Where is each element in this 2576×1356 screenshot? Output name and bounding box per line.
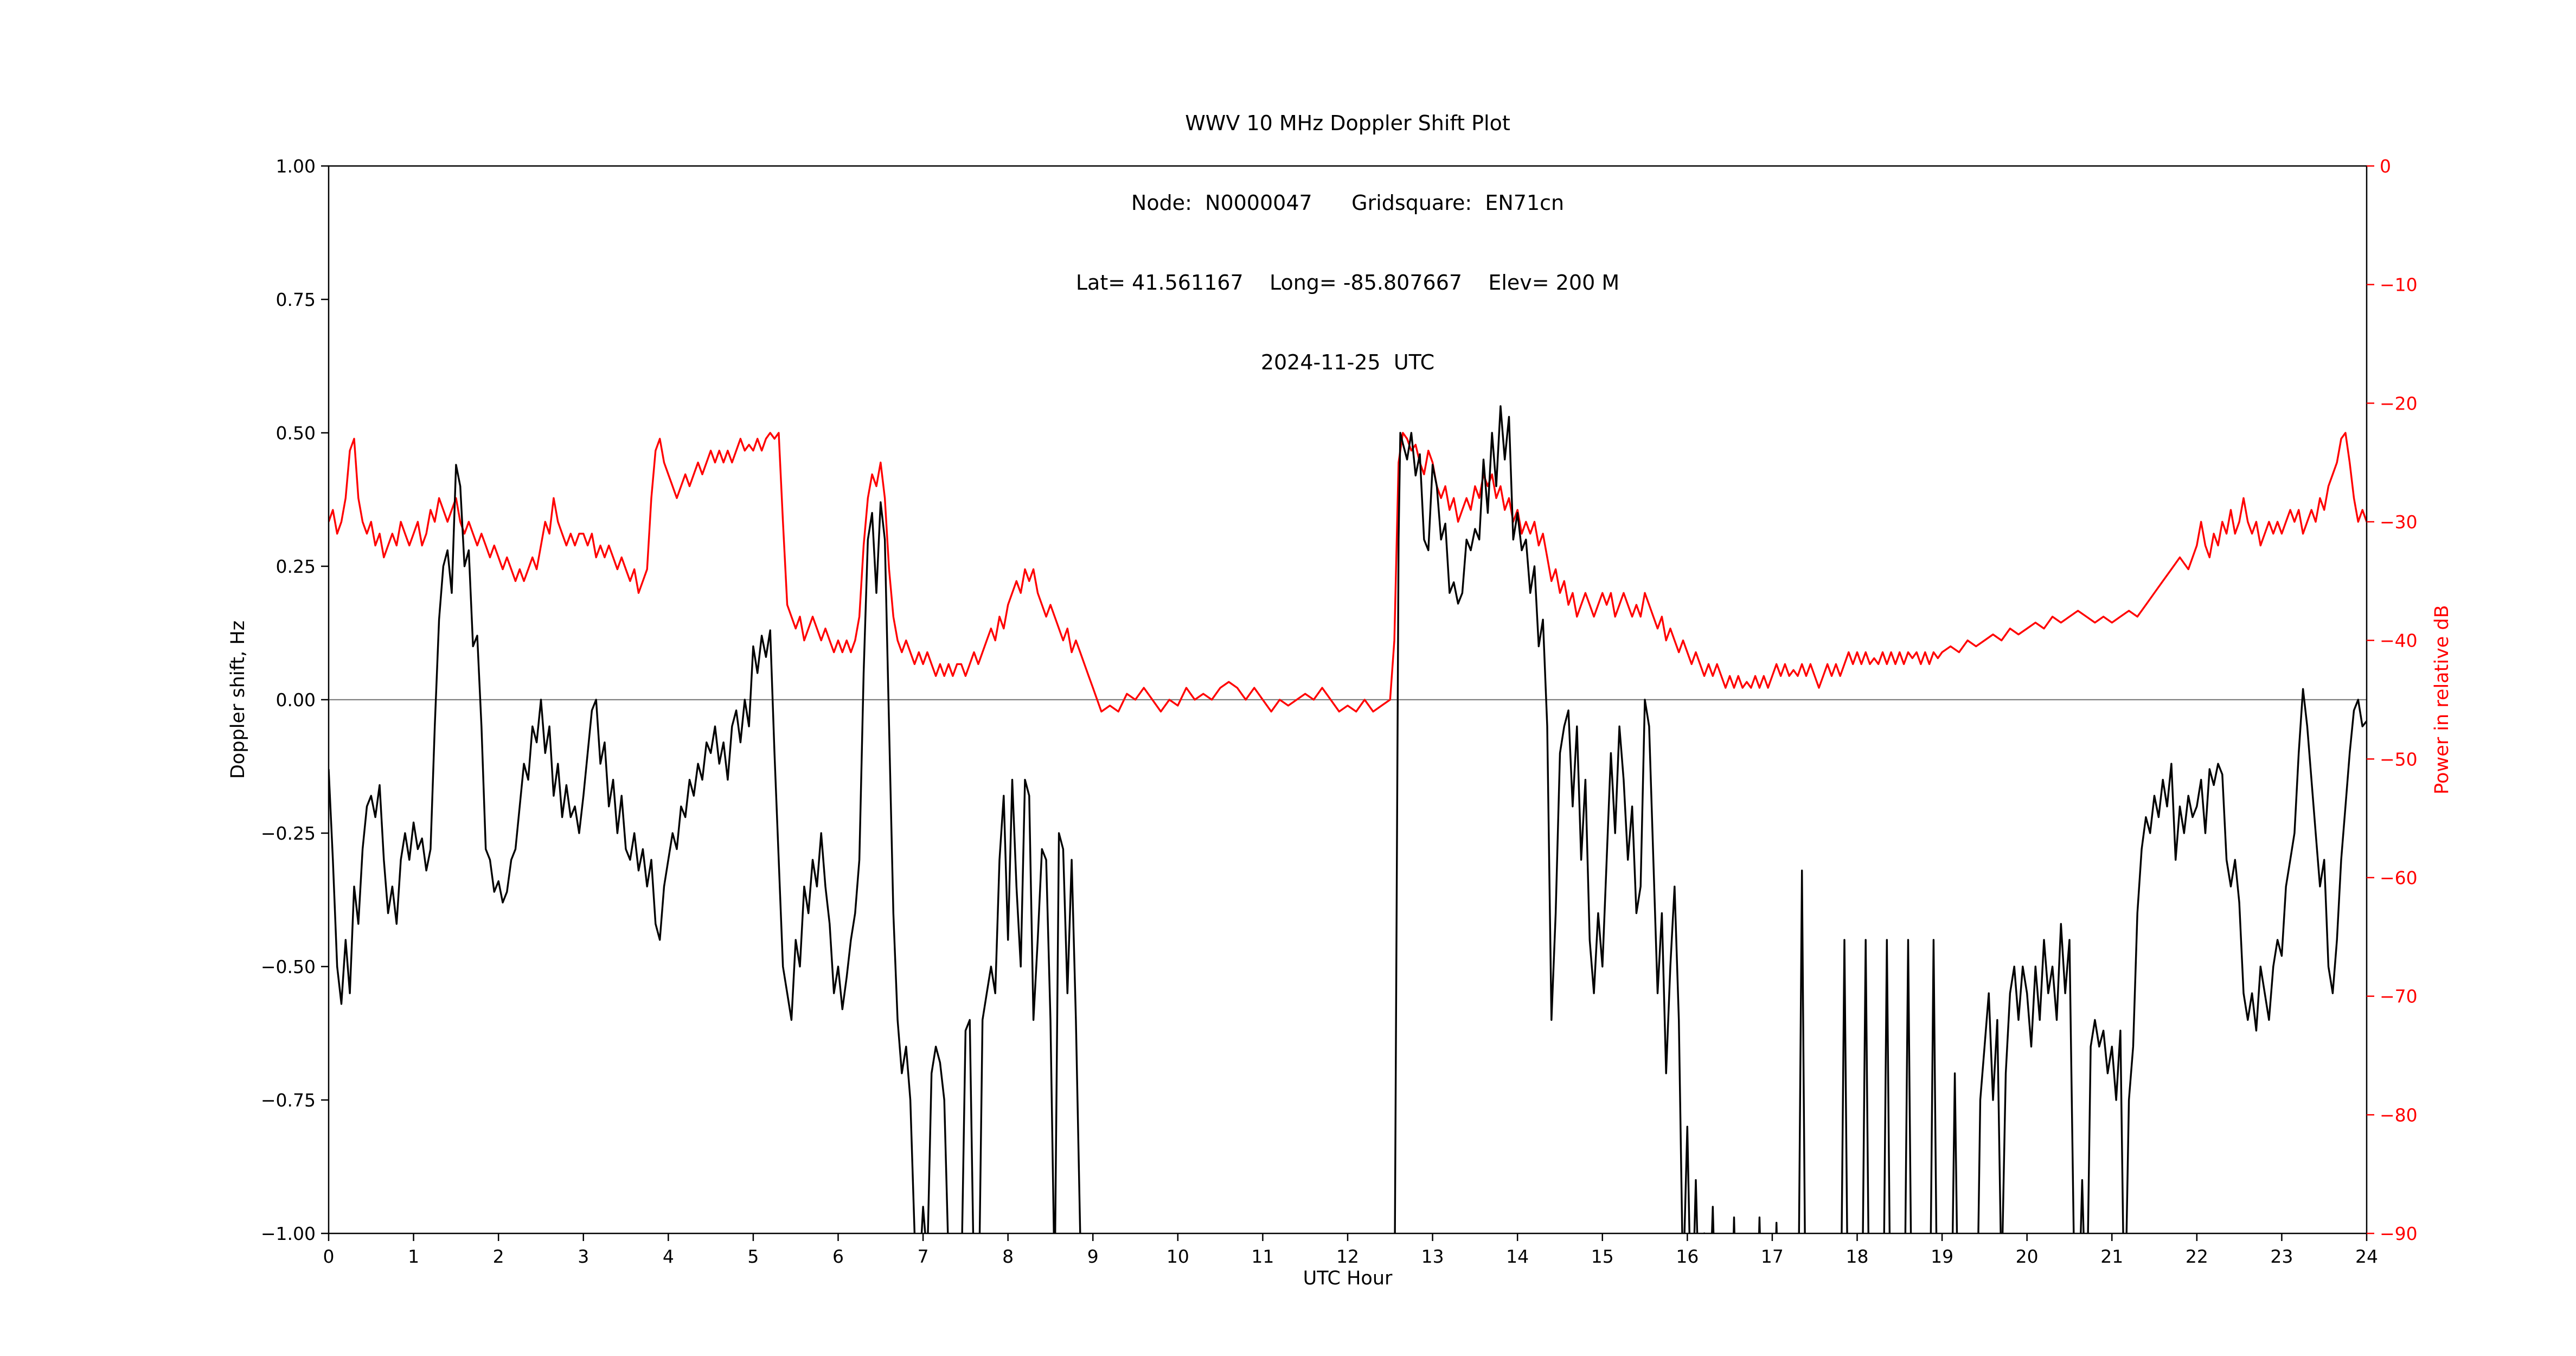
x-axis-tick-label: 20: [2016, 1246, 2039, 1267]
left-y-axis-tick-label: −1.00: [261, 1223, 316, 1244]
x-axis-tick-label: 9: [1087, 1246, 1099, 1267]
x-axis-tick-label: 21: [2100, 1246, 2123, 1267]
x-axis-tick-label: 6: [832, 1246, 844, 1267]
chart-title: WWV 10 MHz Doppler Shift Plot: [1185, 111, 1510, 135]
x-axis-tick-label: 3: [578, 1246, 589, 1267]
chart-subtitle-location: Lat= 41.561167 Long= -85.807667 Elev= 20…: [1075, 271, 1620, 295]
right-y-axis-tick-label: −20: [2380, 393, 2418, 414]
left-y-axis-tick-label: 0.00: [276, 689, 316, 711]
x-axis-tick-label: 7: [918, 1246, 929, 1267]
right-y-axis-tick-label: −60: [2380, 867, 2418, 888]
x-axis-tick-label: 24: [2355, 1246, 2378, 1267]
x-axis-tick-label: 19: [1931, 1246, 1953, 1267]
x-axis-label: UTC Hour: [1303, 1268, 1393, 1289]
x-axis-tick-label: 12: [1336, 1246, 1359, 1267]
right-y-axis-tick-label: −90: [2380, 1223, 2418, 1244]
left-y-axis-tick-label: 1.00: [276, 156, 316, 177]
left-y-axis-tick-label: 0.50: [276, 423, 316, 444]
right-y-axis-tick-label: −30: [2380, 511, 2418, 533]
x-axis-tick-label: 16: [1676, 1246, 1699, 1267]
x-axis-tick-label: 4: [663, 1246, 674, 1267]
left-y-axis-tick-label: 0.75: [276, 289, 316, 310]
x-axis-tick-label: 13: [1421, 1246, 1444, 1267]
chart-subtitle-node: Node: N0000047 Gridsquare: EN71cn: [1131, 191, 1565, 215]
x-axis-tick-label: 14: [1506, 1246, 1529, 1267]
chart-title-block: WWV 10 MHz Doppler Shift Plot Node: N000…: [329, 57, 2367, 429]
x-axis-tick-label: 0: [323, 1246, 335, 1267]
x-axis-tick-label: 1: [408, 1246, 419, 1267]
x-axis-tick-label: 17: [1761, 1246, 1784, 1267]
x-axis-tick-label: 22: [2186, 1246, 2208, 1267]
right-y-axis-tick-label: −70: [2380, 986, 2418, 1007]
x-axis-tick-label: 10: [1167, 1246, 1189, 1267]
x-axis-tick-label: 18: [1846, 1246, 1869, 1267]
left-y-axis-tick-label: −0.75: [261, 1090, 316, 1111]
chart-subtitle-date: 2024-11-25 UTC: [1260, 350, 1435, 374]
x-axis-tick-label: 23: [2270, 1246, 2293, 1267]
left-y-axis-tick-label: −0.50: [261, 956, 316, 977]
x-axis-tick-label: 5: [747, 1246, 759, 1267]
right-y-axis-tick-label: −40: [2380, 630, 2418, 651]
x-axis-tick-label: 2: [493, 1246, 504, 1267]
x-axis-tick-label: 11: [1251, 1246, 1274, 1267]
left-y-axis-tick-label: 0.25: [276, 556, 316, 577]
x-axis-tick-label: 15: [1591, 1246, 1614, 1267]
doppler-shift-series-line: [329, 405, 2367, 1233]
right-y-axis-tick-label: −80: [2380, 1104, 2418, 1125]
left-y-axis-tick-label: −0.25: [261, 823, 316, 844]
right-y-axis-tick-label: 0: [2380, 156, 2391, 177]
power-series-line: [329, 432, 2367, 713]
right-y-axis-tick-label: −50: [2380, 749, 2418, 770]
x-axis-tick-label: 8: [1002, 1246, 1014, 1267]
right-y-axis-tick-label: −10: [2380, 274, 2418, 296]
